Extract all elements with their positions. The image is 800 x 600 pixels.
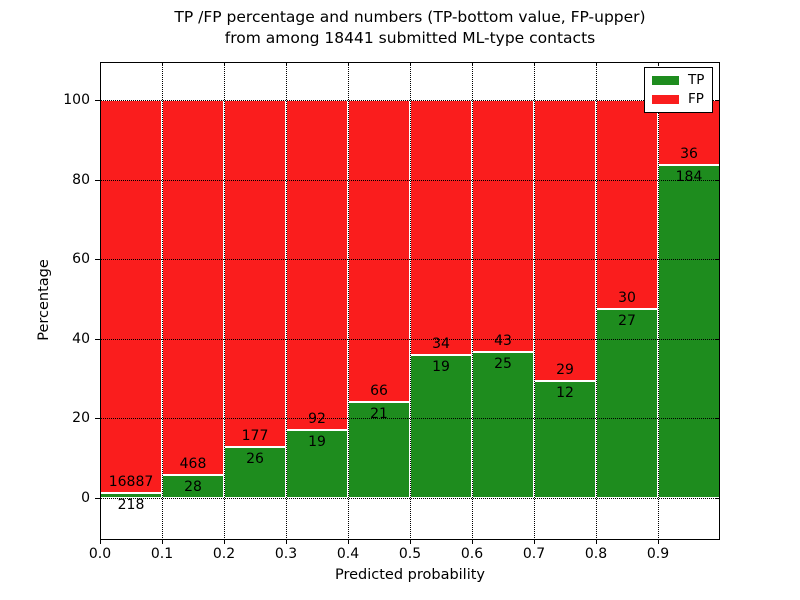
fp-count-label-5: 34 [432, 336, 450, 353]
x-tick-label-0.8: 0.8 [584, 546, 608, 562]
y-tick-left [95, 179, 100, 181]
x-tick-bottom [286, 540, 287, 544]
gridline-x-0.6 [472, 62, 473, 540]
gridline-x-0.1 [162, 62, 163, 540]
tp-count-label-1: 28 [184, 479, 202, 496]
x-tick-top [658, 62, 659, 66]
fp-count-label-3: 92 [308, 410, 326, 427]
x-tick-top [286, 62, 287, 66]
x-tick-label-0.1: 0.1 [150, 546, 174, 562]
x-tick-top [224, 62, 225, 66]
gridline-x-0.8 [596, 62, 597, 540]
tp-count-label-2: 26 [246, 450, 264, 467]
y-tick-right [716, 259, 720, 261]
gridline-x-0.3 [286, 62, 287, 540]
bar-segment-fp-6 [472, 100, 534, 352]
fp-count-label-9: 36 [680, 146, 698, 163]
tp-count-label-0: 218 [117, 496, 145, 513]
chart-subtitle: from among 18441 submitted ML-type conta… [224, 29, 596, 47]
fp-count-label-4: 66 [370, 382, 388, 399]
bar-segment-tp-4 [348, 401, 410, 498]
x-tick-bottom [534, 540, 535, 544]
bar-segment-fp-4 [348, 100, 410, 402]
fp-count-label-2: 177 [241, 427, 269, 444]
x-tick-bottom [348, 540, 349, 544]
bar-segment-fp-3 [286, 100, 348, 430]
tp-count-label-9: 184 [675, 169, 703, 186]
bar-segment-fp-5 [410, 100, 472, 356]
bar-segment-fp-2 [224, 100, 286, 447]
y-tick-left [95, 497, 100, 499]
bar-segment-fp-0 [100, 100, 162, 493]
legend-entry-fp: FP [652, 91, 704, 107]
y-tick-right [716, 418, 720, 420]
legend-label-tp: TP [688, 72, 705, 88]
y-tick-right [716, 338, 720, 340]
plot-border [100, 62, 720, 540]
y-tick-left [95, 418, 100, 420]
fp-count-label-7: 29 [556, 362, 574, 379]
chart-title: TP /FP percentage and numbers (TP-bottom… [174, 8, 646, 26]
legend-entry-tp: TP [652, 72, 705, 88]
bar-segment-tp-3 [286, 429, 348, 498]
legend-label-fp: FP [688, 91, 704, 107]
x-tick-label-0.0: 0.0 [88, 546, 112, 562]
fp-count-label-1: 468 [179, 456, 207, 473]
x-tick-top [162, 62, 163, 66]
gridline-x-0.7 [534, 62, 535, 540]
x-tick-bottom [100, 540, 101, 544]
y-axis-label: Percentage [36, 259, 52, 341]
gridline-x-0.4 [348, 62, 349, 540]
gridline-x-0.2 [224, 62, 225, 540]
x-tick-top [100, 62, 101, 66]
y-tick-label-80: 80 [72, 171, 90, 188]
gridline-x-0.5 [410, 62, 411, 540]
x-tick-label-0.2: 0.2 [212, 546, 236, 562]
x-tick-bottom [162, 540, 163, 544]
y-tick-left [95, 100, 100, 102]
x-tick-label-0.7: 0.7 [522, 546, 546, 562]
tp-count-label-8: 27 [618, 313, 636, 330]
y-tick-left [95, 259, 100, 261]
x-tick-label-0.4: 0.4 [336, 546, 360, 562]
x-tick-top [534, 62, 535, 66]
tp-count-label-3: 19 [308, 433, 326, 450]
y-tick-label-40: 40 [72, 330, 90, 347]
x-tick-bottom [658, 540, 659, 544]
tp-count-label-4: 21 [370, 405, 388, 422]
y-tick-right [716, 497, 720, 499]
gridline-x-0.9 [658, 62, 659, 540]
x-tick-top [348, 62, 349, 66]
tp-count-label-6: 25 [494, 355, 512, 372]
tp-count-label-7: 12 [556, 385, 574, 402]
tp-color-swatch [652, 76, 679, 85]
x-axis-label: Predicted probability [334, 567, 486, 583]
legend: TP FP [644, 67, 714, 113]
x-tick-top [472, 62, 473, 66]
x-tick-bottom [410, 540, 411, 544]
y-tick-label-100: 100 [63, 92, 90, 109]
x-tick-top [596, 62, 597, 66]
tp-count-label-5: 19 [432, 359, 450, 376]
y-tick-label-20: 20 [72, 410, 90, 427]
y-tick-label-60: 60 [72, 251, 90, 268]
x-tick-bottom [224, 540, 225, 544]
x-tick-top [410, 62, 411, 66]
fp-count-label-6: 43 [494, 332, 512, 349]
y-tick-label-0: 0 [81, 489, 90, 506]
fp-count-label-8: 30 [618, 290, 636, 307]
x-tick-bottom [596, 540, 597, 544]
x-tick-bottom [472, 540, 473, 544]
x-tick-label-0.3: 0.3 [274, 546, 298, 562]
y-tick-left [95, 338, 100, 340]
plot-area: TP FP 16887 218 468 28 177 26 92 19 66 21 34 19 43 25… [95, 62, 720, 544]
fp-count-label-0: 16887 [108, 473, 154, 490]
y-tick-right [716, 179, 720, 181]
fp-color-swatch [652, 95, 679, 104]
x-tick-label-0.9: 0.9 [646, 546, 670, 562]
y-tick-right [716, 100, 720, 102]
x-tick-label-0.6: 0.6 [460, 546, 484, 562]
x-tick-label-0.5: 0.5 [398, 546, 422, 562]
